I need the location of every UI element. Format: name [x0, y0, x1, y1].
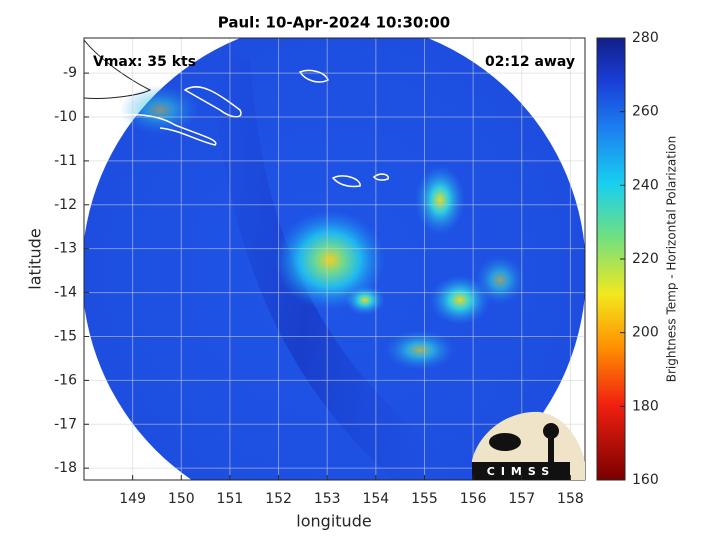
- x-tick-label: 150: [168, 491, 195, 507]
- y-tick-label: -16: [54, 372, 77, 388]
- y-tick-label: -13: [54, 241, 77, 257]
- colorbar-tick-label: 280: [632, 30, 659, 46]
- colorbar-tick-label: 200: [632, 325, 659, 341]
- colorbar-tick-label: 240: [632, 177, 659, 193]
- grid: [84, 38, 585, 480]
- x-tick-label: 158: [557, 491, 584, 507]
- logo-text: CIMSS: [487, 465, 555, 478]
- x-tick-label: 157: [508, 491, 535, 507]
- chart-title: Paul: 10-Apr-2024 10:30:00: [218, 14, 450, 32]
- colorbar-tick-label: 220: [632, 251, 659, 267]
- y-axis-label: latitude: [26, 228, 45, 289]
- y-tick-label: -14: [54, 285, 77, 301]
- y-tick-label: -18: [54, 460, 77, 476]
- annotation: Vmax: 35 kts: [93, 54, 196, 70]
- x-tick-label: 155: [411, 491, 438, 507]
- y-tick-label: -12: [54, 197, 77, 213]
- x-axis-label: longitude: [296, 512, 371, 531]
- colorbar-tick-label: 160: [632, 472, 659, 488]
- x-tick-label: 152: [265, 491, 292, 507]
- y-tick-label: -17: [54, 416, 77, 432]
- y-tick-label: -10: [54, 109, 77, 125]
- plot-frame: [83, 37, 586, 481]
- x-tick-label: 149: [119, 491, 146, 507]
- y-tick-label: -15: [54, 328, 77, 344]
- logo: CIMSS: [472, 411, 585, 480]
- y-tick-label: -11: [54, 153, 77, 169]
- colorbar-tick-label: 180: [632, 398, 659, 414]
- x-tick-label: 156: [460, 491, 487, 507]
- colorbar-tick-label: 260: [632, 104, 659, 120]
- x-tick-label: 154: [362, 491, 389, 507]
- annotation: 02:12 away: [485, 54, 575, 70]
- x-tick-label: 151: [217, 491, 244, 507]
- colorbar-label: Brightness Temp - Horizontal Polarizatio…: [665, 136, 679, 383]
- y-tick-label: -9: [63, 65, 77, 81]
- x-tick-label: 153: [314, 491, 341, 507]
